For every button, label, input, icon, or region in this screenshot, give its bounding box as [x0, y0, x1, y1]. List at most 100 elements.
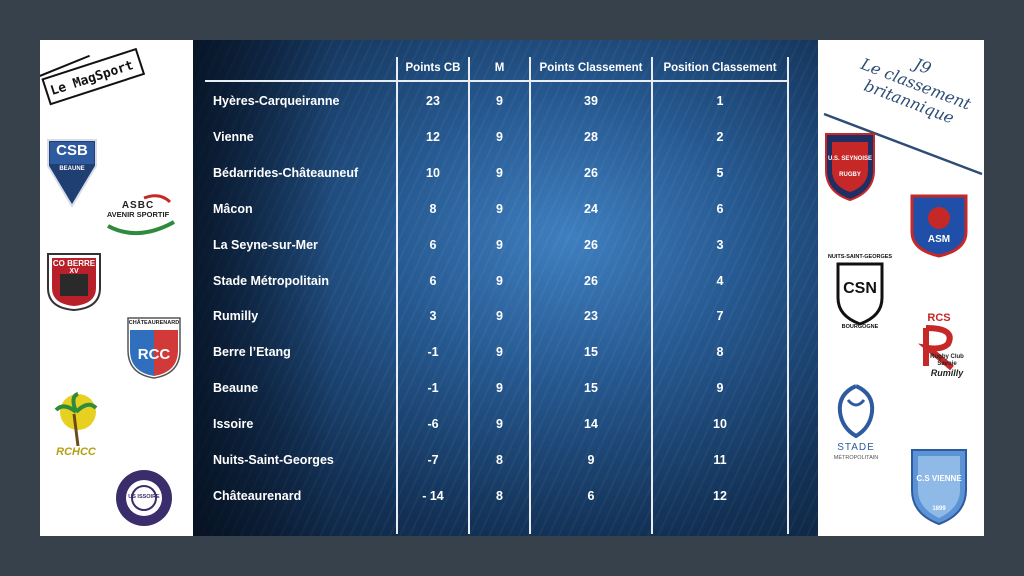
co-berre-logo-subtext: XV: [69, 268, 79, 275]
team-name-cell: Nuits-Saint-Georges: [213, 453, 334, 467]
points-classement-cell: 14: [584, 417, 598, 432]
team-name-cell: La Seyne-sur-Mer: [213, 237, 318, 252]
rcc-logo-toptext: CHÂTEAURENARD: [128, 320, 180, 326]
stade-logo-subtext: MÉTROPOLITAIN: [833, 455, 879, 461]
co-berre-shield-icon: [47, 253, 101, 312]
seynoise-logo-text: U.S. SEYNOISE: [827, 156, 872, 162]
m-cell: 9: [496, 381, 503, 396]
team-name-cell: Bédarrides-Châteauneuf: [213, 165, 359, 180]
rchcc-logo-text: RCHCC: [56, 446, 96, 458]
position-cell: 6: [716, 201, 724, 216]
team-name-cell: Mâcon: [213, 201, 253, 216]
position-cell: 9: [716, 381, 724, 396]
rchcc-logo: RCHCC: [48, 390, 104, 460]
position-cell: 10: [713, 417, 727, 432]
rcs-rumilly-logo: RCS Rugby Club Savoie Rumilly: [908, 310, 970, 384]
points-cb-cell: 10: [426, 165, 440, 180]
issoire-badge-icon: [116, 470, 172, 526]
rcs-logo-subtext-3: Rumilly: [930, 368, 964, 378]
table-column-divider: [529, 57, 531, 534]
csn-logo-text: CSN: [843, 280, 877, 297]
table-row: Berre l’Etang -1 9 15 8: [193, 345, 818, 365]
points-classement-cell: 24: [584, 201, 598, 216]
m-cell: 8: [496, 453, 503, 467]
table-column-divider: [396, 57, 398, 534]
palm-tree-icon: [54, 392, 98, 447]
column-header-position-classement: Position Classement: [663, 62, 777, 74]
csb-logo-subtext: BEAUNE: [59, 166, 85, 172]
rcc-chateaurenard-logo: CHÂTEAURENARD RCC: [126, 316, 182, 380]
m-cell: 9: [496, 129, 503, 144]
team-name-cell: Hyères-Carqueiranne: [213, 94, 340, 108]
table-row: La Seyne-sur-Mer 6 9 26 3: [193, 238, 818, 258]
m-cell: 8: [496, 488, 503, 503]
asbc-logo: ASBC AVENIR SPORTIF: [98, 190, 178, 238]
asbc-swoosh-icon: [107, 194, 175, 236]
table-header-divider: [205, 80, 789, 82]
points-classement-cell: 28: [584, 129, 598, 144]
csn-logo-toptext: NUITS-SAINT-GEORGES: [827, 254, 893, 260]
vienne-shield-icon: [911, 449, 967, 526]
points-cb-cell: 6: [429, 237, 437, 252]
table-row: Hyères-Carqueiranne 23 9 39 1: [193, 94, 818, 114]
points-classement-cell: 26: [584, 237, 598, 252]
standings-slide: Le MagSport CSB BEAUNE ASBC AVENIR SPORT…: [40, 40, 984, 536]
co-berre-logo: CO BERRE XV: [46, 252, 102, 312]
team-name-cell: Vienne: [213, 129, 254, 144]
vienne-logo-subtext: 1899: [932, 506, 946, 512]
m-cell: 9: [496, 417, 503, 432]
team-name-cell: Issoire: [213, 417, 254, 432]
csb-beaune-logo: CSB BEAUNE: [46, 136, 98, 208]
column-header-points-cb: Points CB: [405, 62, 461, 74]
m-cell: 9: [496, 345, 503, 360]
asbc-logo-subtext: AVENIR SPORTIF: [106, 210, 170, 219]
position-cell: 3: [716, 237, 724, 252]
vienne-logo-text: C.S VIENNE: [916, 474, 962, 483]
title-underline: [823, 112, 983, 176]
lemagsport-logo-graphic: [40, 47, 146, 106]
asbc-logo-text: ASBC: [121, 200, 155, 211]
table-column-divider: [651, 57, 653, 534]
position-cell: 5: [716, 165, 724, 180]
points-cb-cell: 3: [429, 309, 437, 324]
position-cell: 7: [716, 309, 724, 324]
team-name-cell: Stade Métropolitain: [213, 273, 329, 288]
table-column-divider: [787, 57, 789, 534]
cs-vienne-logo: C.S VIENNE 1899: [908, 446, 970, 526]
points-classement-cell: 9: [587, 453, 595, 467]
co-berre-logo-text: CO BERRE: [52, 259, 96, 268]
points-cb-cell: -1: [427, 381, 439, 396]
position-cell: 11: [713, 453, 727, 467]
table-row: Mâcon 8 9 24 6: [193, 202, 818, 222]
m-cell: 9: [496, 201, 503, 216]
rcs-logo-subtext-1: Rugby Club: [930, 354, 964, 360]
asm-logo-text: ASM: [927, 234, 951, 245]
m-cell: 9: [496, 165, 503, 180]
issoire-logo-text: US ISSOIRE: [128, 494, 160, 500]
position-cell: 4: [716, 273, 724, 288]
csn-logo-subtext: BOURGOGNE: [841, 324, 879, 330]
column-header-m: M: [494, 62, 505, 74]
points-cb-cell: -1: [427, 345, 439, 360]
points-classement-cell: 15: [584, 345, 598, 360]
lemagsport-logo: Le MagSport: [40, 46, 148, 106]
stade-logo-text: STADE: [837, 442, 875, 453]
table-row: Stade Métropolitain 6 9 26 4: [193, 274, 818, 294]
m-cell: 9: [496, 94, 503, 108]
points-cb-cell: -6: [427, 417, 439, 432]
team-name-cell: Châteaurenard: [213, 488, 302, 503]
position-cell: 8: [716, 345, 724, 360]
rcs-r-icon: [917, 325, 954, 371]
points-cb-cell: 6: [429, 273, 437, 288]
table-row: Nuits-Saint-Georges -7 8 9 11: [193, 453, 818, 473]
csb-logo-text: CSB: [56, 142, 88, 159]
csn-nuits-logo: NUITS-SAINT-GEORGES CSN BOURGOGNE: [826, 254, 894, 332]
csn-shield-icon: [836, 262, 884, 326]
m-cell: 9: [496, 273, 503, 288]
points-classement-cell: 6: [587, 488, 595, 503]
table-row: Châteaurenard - 14 8 6 12: [193, 489, 818, 509]
table-row: Bédarrides-Châteauneuf 10 9 26 5: [193, 166, 818, 186]
table-row: Vienne 12 9 28 2: [193, 130, 818, 150]
points-classement-cell: 39: [584, 94, 598, 108]
seynoise-logo-subtext: RUGBY: [839, 172, 861, 178]
